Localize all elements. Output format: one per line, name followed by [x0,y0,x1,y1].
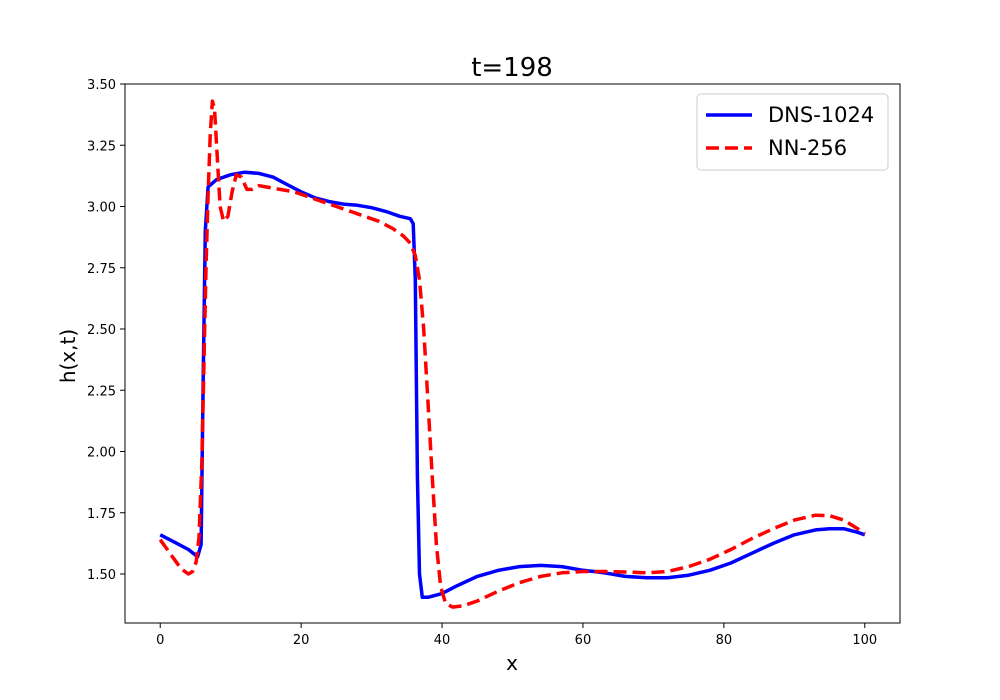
legend-label-dns: DNS-1024 [768,103,874,127]
series-layer [158,99,866,609]
y-tick-label: 2.50 [87,323,116,338]
x-axis: 0 20 40 60 80 100 [156,623,877,648]
y-tick-label: 3.00 [87,201,116,216]
x-tick-label: 80 [716,633,733,648]
series-line-dns [159,170,866,600]
plot-area [124,83,901,624]
y-tick-label: 3.25 [87,139,116,154]
legend: DNS-1024 NN-256 [696,93,889,171]
x-tick-label: 20 [293,633,310,648]
y-tick-label: 1.75 [87,507,116,522]
x-tick-label: 0 [156,633,164,648]
y-tick-label: 3.50 [87,78,116,93]
y-tick-label: 2.75 [87,262,116,277]
plot-frame [124,83,901,624]
y-tick-label: 2.00 [87,446,116,461]
y-tick-label: 2.25 [87,384,116,399]
y-axis: 1.50 1.75 2.00 2.25 2.50 2.75 3.00 3.25 3.50 [87,78,125,583]
y-axis-label: h(x,t) [56,329,80,383]
x-tick-label: 100 [852,633,877,648]
x-tick-label: 60 [575,633,592,648]
x-axis-label: x [506,651,518,675]
series-line-nn [158,99,866,609]
chart-title: t=198 [471,53,553,83]
legend-label-nn: NN-256 [768,136,847,160]
legend-box [696,93,889,171]
y-tick-label: 1.50 [87,568,116,583]
x-tick-label: 40 [434,633,451,648]
